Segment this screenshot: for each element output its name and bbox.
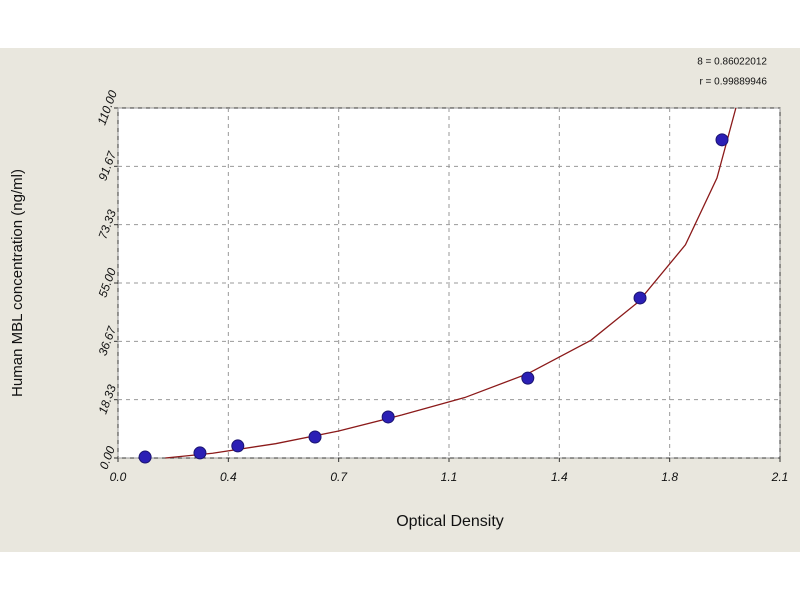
x-axis-label: Optical Density	[396, 513, 504, 530]
data-point	[715, 133, 729, 147]
fit-curve	[165, 107, 737, 459]
annotation: r = 0.99889946	[699, 77, 767, 88]
x-tick-label: 1.8	[661, 470, 678, 484]
data-point	[231, 439, 245, 453]
data-point	[138, 450, 152, 464]
data-point	[193, 446, 207, 460]
y-axis-label: Human MBL concentration (ng/ml)	[9, 169, 26, 397]
x-tick-label: 1.4	[551, 470, 568, 484]
x-tick-label: 0.0	[110, 470, 127, 484]
data-point	[633, 291, 647, 305]
data-point	[308, 430, 322, 444]
x-tick-label: 1.1	[441, 470, 458, 484]
x-tick-label: 0.4	[220, 470, 237, 484]
data-point	[381, 410, 395, 424]
annotation: 8 = 0.86022012	[697, 57, 767, 68]
x-tick-label: 2.1	[771, 470, 789, 484]
data-point	[521, 371, 535, 385]
x-tick-label: 0.7	[330, 470, 348, 484]
